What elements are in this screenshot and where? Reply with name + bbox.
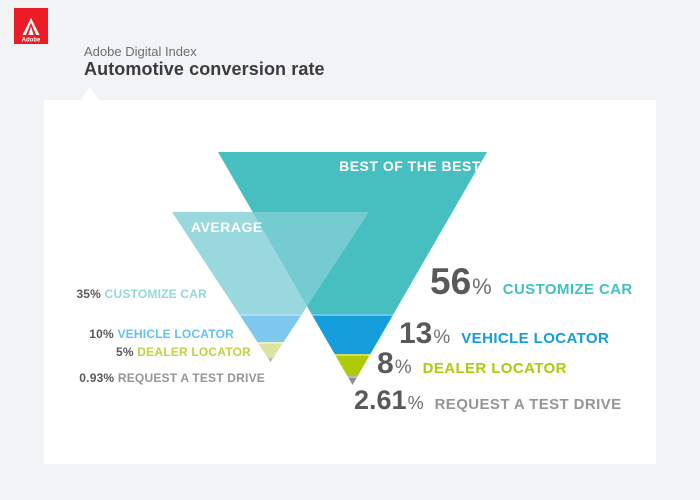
avg-customize-car-value: 35% xyxy=(76,287,102,301)
adobe-wordmark: Adobe xyxy=(22,38,41,44)
card-pointer-triangle xyxy=(81,87,99,100)
best-customize-car-unit: % xyxy=(472,274,492,299)
best-customize-car-name: CUSTOMIZE CAR xyxy=(502,281,633,298)
avg-stage-test-drive-label: 0.93% REQUEST A TEST DRIVE xyxy=(79,371,265,385)
avg-customize-car-name: CUSTOMIZE CAR xyxy=(104,287,207,301)
avg-stage-dealer-locator-label: 5% DEALER LOCATOR xyxy=(116,345,251,359)
best-band-request-test-drive xyxy=(218,376,487,385)
avg-vehicle-locator-name: VEHICLE LOCATOR xyxy=(117,327,234,341)
avg-test-drive-value: 0.93% xyxy=(79,371,115,385)
best-stage-test-drive-label: 2.61 % REQUEST A TEST DRIVE xyxy=(354,385,622,416)
best-vehicle-locator-unit: % xyxy=(433,327,451,348)
adobe-logo-icon: Adobe xyxy=(14,8,48,44)
report-source-label: Adobe Digital Index xyxy=(84,44,197,59)
best-dealer-locator-unit: % xyxy=(394,357,412,378)
best-stage-vehicle-locator-label: 13 % VEHICLE LOCATOR xyxy=(399,317,609,351)
page-title: Automotive conversion rate xyxy=(84,59,325,79)
avg-dealer-locator-name: DEALER LOCATOR xyxy=(137,345,251,359)
avg-dealer-locator-value: 5% xyxy=(116,345,134,359)
best-stage-customize-car-label: 56 % CUSTOMIZE CAR xyxy=(430,261,633,303)
best-stage-dealer-locator-label: 8 % DEALER LOCATOR xyxy=(377,347,567,381)
funnel-title-average: AVERAGE xyxy=(191,219,263,235)
avg-test-drive-name: REQUEST A TEST DRIVE xyxy=(117,371,265,385)
best-vehicle-locator-value: 13 xyxy=(399,317,433,350)
avg-stage-vehicle-locator-label: 10% VEHICLE LOCATOR xyxy=(89,327,234,341)
best-test-drive-value: 2.61 xyxy=(354,385,407,415)
best-test-drive-unit: % xyxy=(407,393,424,413)
avg-stage-customize-car-label: 35% CUSTOMIZE CAR xyxy=(76,287,207,301)
adobe-a-center xyxy=(28,26,34,35)
funnel-title-best: BEST OF THE BEST xyxy=(339,158,481,174)
best-dealer-locator-name: DEALER LOCATOR xyxy=(422,360,567,377)
best-vehicle-locator-name: VEHICLE LOCATOR xyxy=(461,330,610,347)
avg-band-request-test-drive xyxy=(172,357,369,362)
best-dealer-locator-value: 8 xyxy=(377,347,394,380)
avg-vehicle-locator-value: 10% xyxy=(89,327,114,341)
best-customize-car-value: 56 xyxy=(430,261,472,302)
best-test-drive-name: REQUEST A TEST DRIVE xyxy=(434,396,622,413)
